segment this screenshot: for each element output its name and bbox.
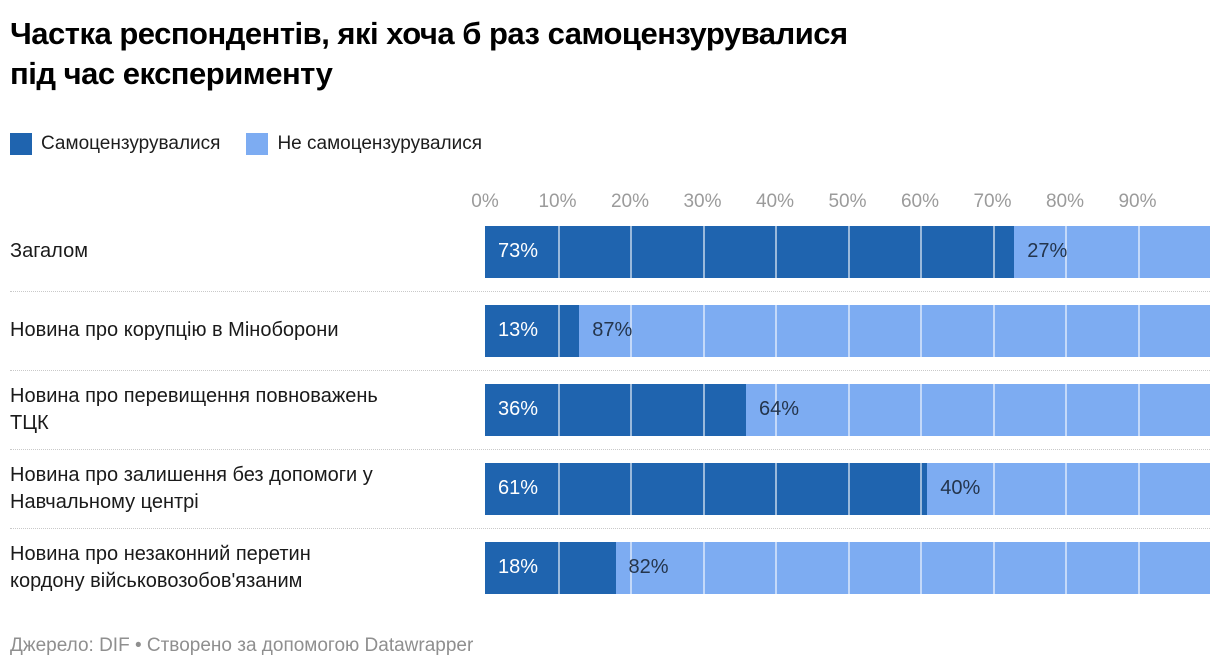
axis-tick-label: 80% [1045,190,1085,212]
legend-label-censored: Самоцензурувалися [41,132,221,154]
chart-row: Загалом 73% 27% [10,213,1210,292]
bar-segment-not-censored: 87% [579,304,1210,357]
chart-title: Частка респондентів, які хоча б раз само… [10,16,848,92]
bar-segment-censored: 61% [485,462,928,515]
x-axis-ticks: 0% 10% 20% 30% 40% 50% 60% 70% 80% 90% [471,190,1210,213]
axis-tick-label: 70% [973,190,1012,212]
chart-row: Новина про незаконний перетин кордону ві… [10,529,1210,607]
row-label: Загалом [10,240,88,263]
row-label: Новина про корупцію в Міноборони [10,319,339,342]
legend-item-not-censored: Не самоцензурувалися [246,132,483,155]
legend-item-censored: Самоцензурувалися [10,132,221,155]
bar-segment-censored: 13% [485,304,580,357]
x-axis: 0% 10% 20% 30% 40% 50% 60% 70% 80% 90% [10,191,1210,213]
bar-track: 18% 82% [485,541,1210,594]
legend: Самоцензурувалися Не самоцензурувалися [10,132,1210,155]
legend-swatch-not-censored-icon [246,132,269,155]
bar-track: 36% 64% [485,383,1210,436]
bar-segment-not-censored: 27% [1014,225,1210,278]
source-attribution: Джерело: DIF • Створено за допомогою Dat… [10,635,474,656]
legend-label-not-censored: Не самоцензурувалися [277,132,483,154]
row-label: Новина про незаконний перетин кордону ві… [10,542,311,592]
bar-segment-not-censored: 64% [746,383,1210,436]
axis-tick-label: 40% [755,190,795,212]
chart-row: Новина про залишення без допомоги у Навч… [10,450,1210,529]
legend-swatch-censored-icon [10,132,32,155]
bar-segment-censored: 18% [485,541,616,594]
bar-value-label-censored: 36% [498,398,539,421]
axis-tick-label: 20% [610,190,650,212]
bar-track: 13% 87% [485,304,1210,357]
bar-track: 73% 27% [485,225,1210,278]
axis-tick-label: 10% [538,190,577,212]
axis-tick-label: 30% [683,190,722,212]
bar-value-label-not-censored: 82% [628,556,669,579]
bar-value-label-censored: 73% [498,240,539,263]
bar-value-label-not-censored: 64% [759,398,800,421]
bar-segment-not-censored: 40% [927,462,1210,515]
bar-segment-not-censored: 82% [615,541,1210,594]
axis-tick-label: 50% [828,190,867,212]
bar-value-label-not-censored: 40% [940,477,981,500]
row-label: Новина про перевищення повноважень ТЦК [10,384,378,434]
chart-rows: Загалом 73% 27% Новина про корупцію в Міноб… [10,213,1210,607]
row-label: Новина про залишення без допомоги у Навч… [10,463,373,513]
chart-row: Новина про перевищення повноважень ТЦК 36… [10,371,1210,450]
bar-value-label-not-censored: 87% [592,319,633,342]
bar-value-label-censored: 13% [498,319,539,342]
bar-value-label-censored: 61% [498,477,539,500]
chart-row: Новина про корупцію в Міноборони 13% 87% [10,292,1210,371]
axis-label-spacer [10,191,485,213]
bar-value-label-not-censored: 27% [1027,240,1068,263]
axis-tick-label: 0% [471,190,499,212]
axis-tick-label: 60% [900,190,940,212]
bar-track: 61% 40% [485,462,1210,515]
bar-segment-censored: 36% [485,383,746,436]
bar-segment-censored: 73% [485,225,1015,278]
bar-value-label-censored: 18% [498,556,539,579]
axis-tick-label: 90% [1118,190,1157,212]
